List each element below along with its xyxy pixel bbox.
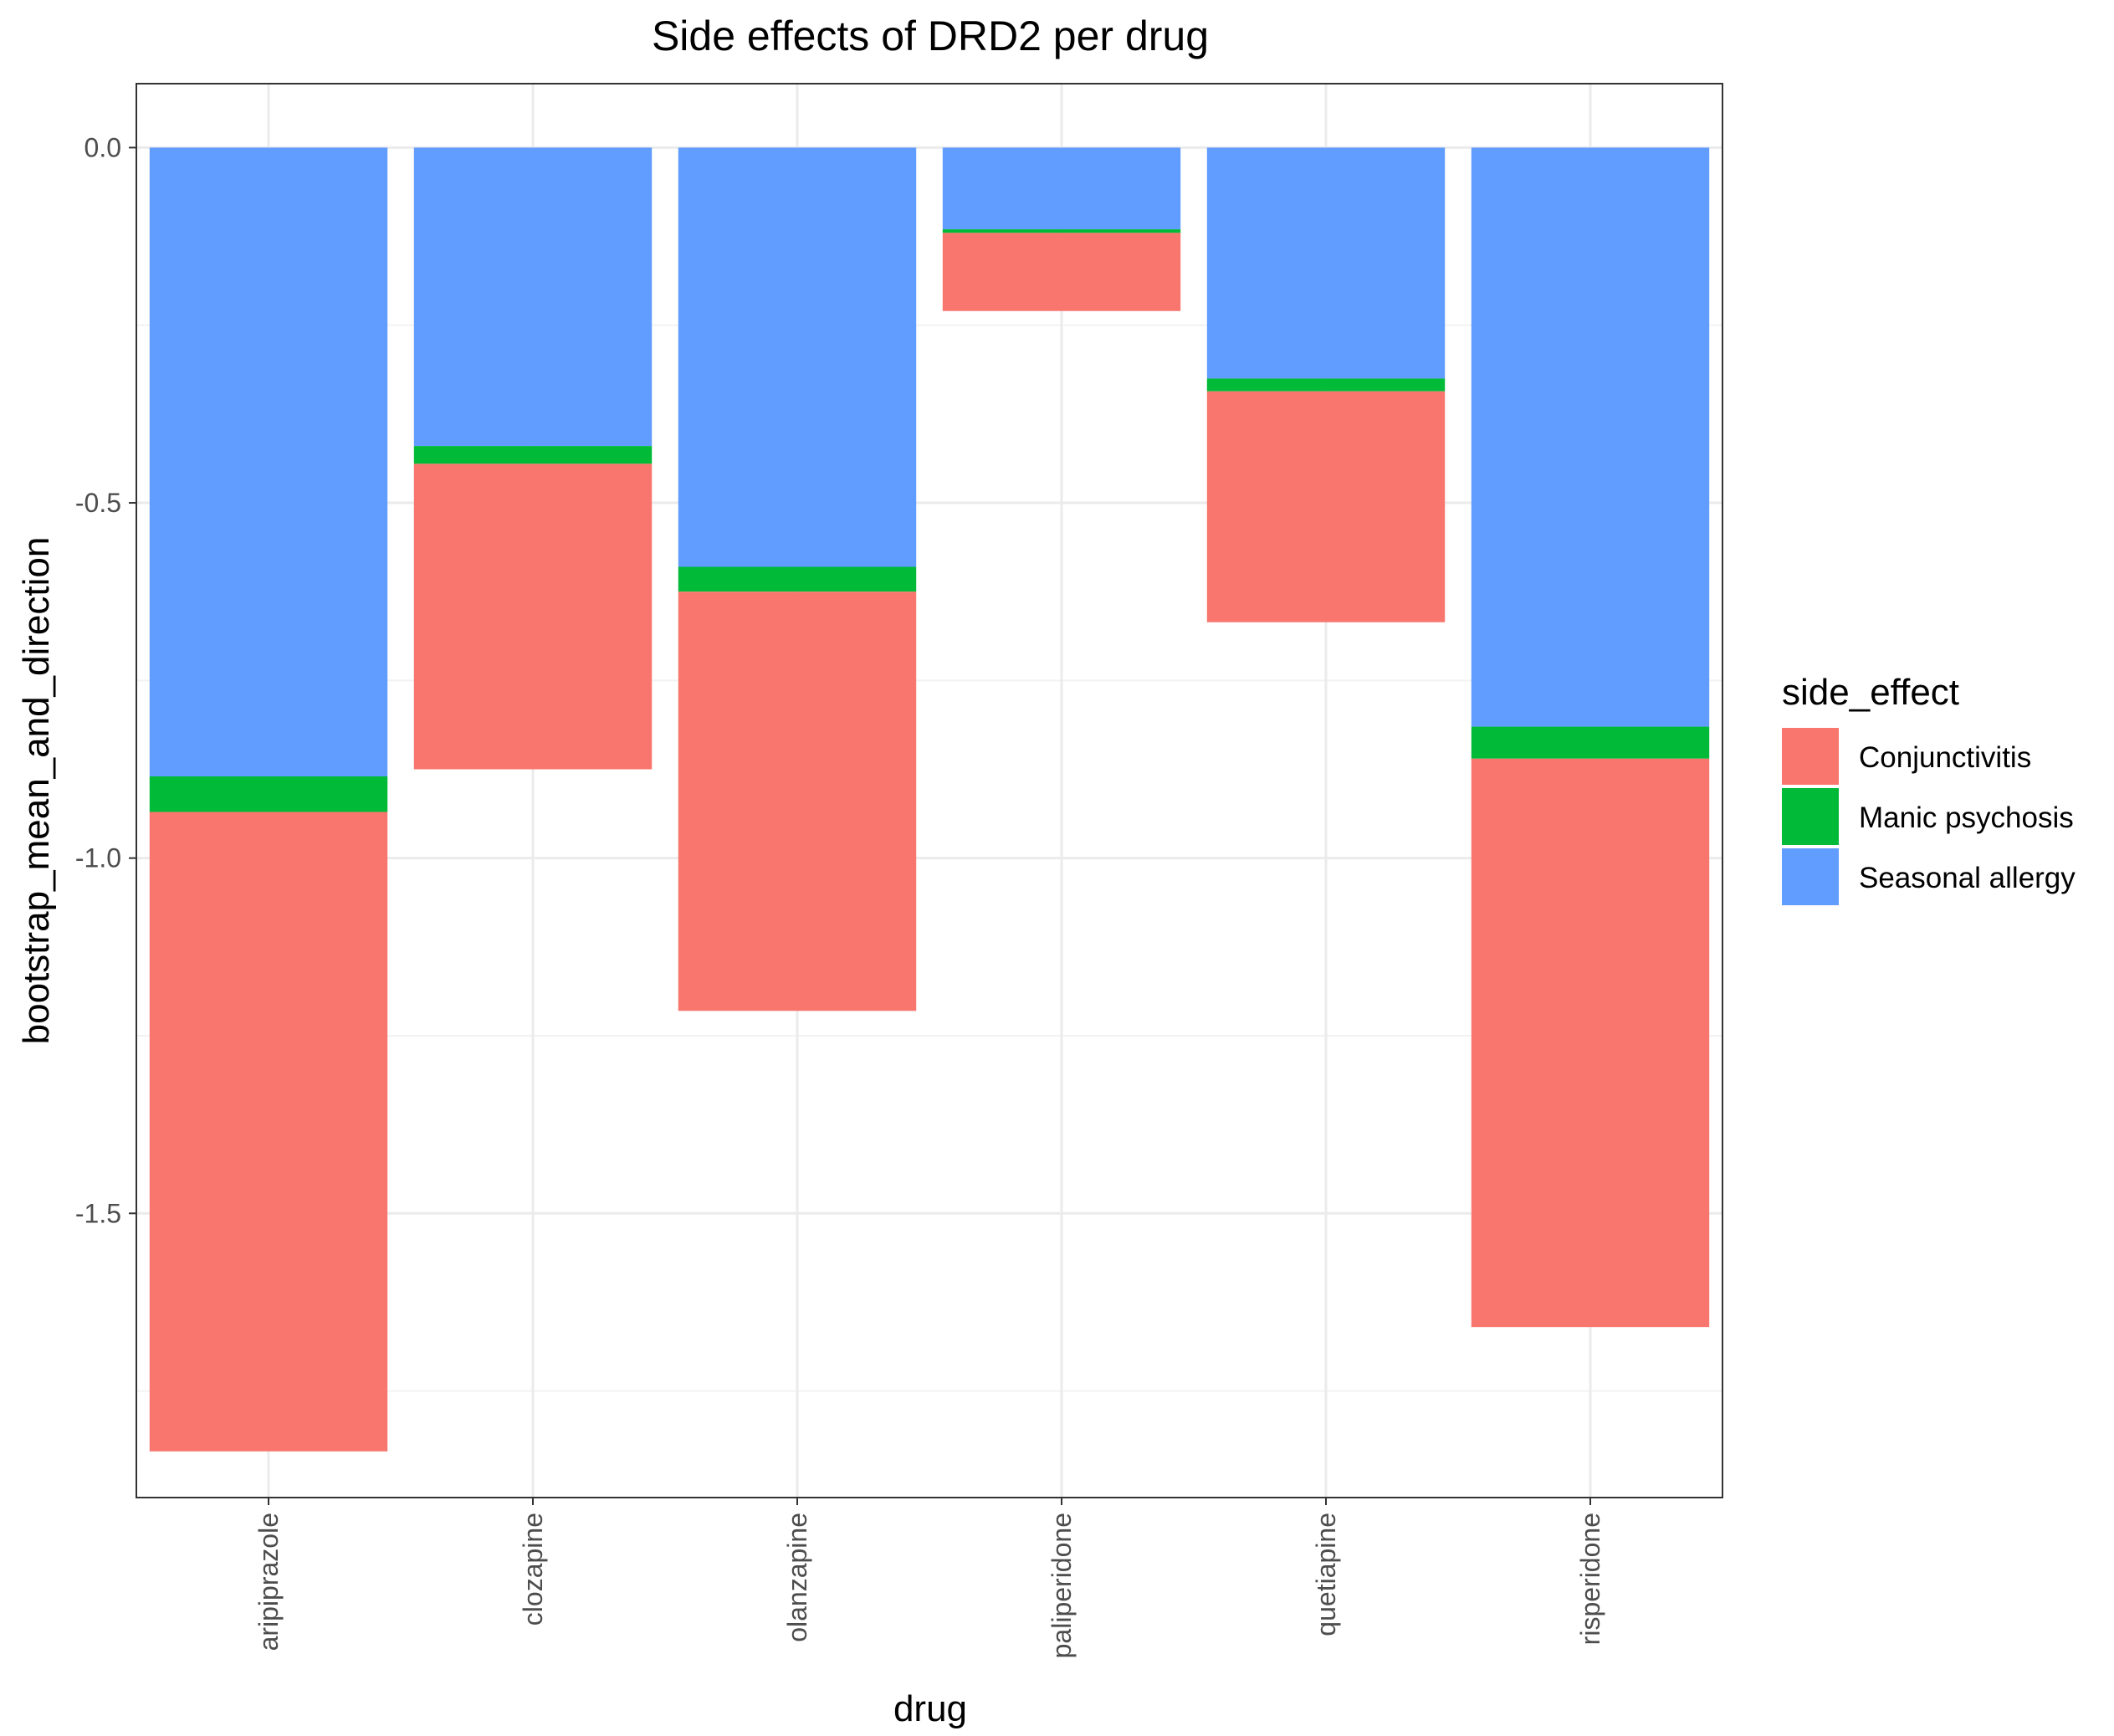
bar-olanzapine-manic-psychosis	[678, 566, 917, 592]
legend-key	[1782, 788, 1839, 845]
y-tick-label: -1.0	[75, 843, 121, 873]
x-tick-label: quetiapine	[1311, 1513, 1341, 1636]
legend-key	[1782, 728, 1839, 785]
bar-clozapine-conjunctivitis	[413, 463, 653, 770]
x-tick-label: aripiprazole	[253, 1513, 284, 1651]
bar-quetiapine-seasonal-allergy	[1206, 147, 1446, 379]
bar-paliperidone-conjunctivitis	[942, 233, 1181, 311]
legend-label: Conjunctivitis	[1859, 741, 2031, 774]
bar-olanzapine-conjunctivitis	[678, 591, 917, 1011]
bar-quetiapine-conjunctivitis	[1206, 391, 1446, 622]
x-tick-label: risperidone	[1575, 1513, 1605, 1645]
bar-risperidone-seasonal-allergy	[1471, 147, 1710, 727]
x-axis-title: drug	[893, 1688, 967, 1729]
y-tick-label: -1.5	[75, 1198, 121, 1228]
legend-label: Seasonal allergy	[1859, 862, 2076, 894]
bar-paliperidone-manic-psychosis	[942, 229, 1181, 233]
bar-aripiprazole-seasonal-allergy	[149, 147, 388, 777]
x-tick-label: paliperidone	[1047, 1513, 1077, 1658]
bar-clozapine-manic-psychosis	[413, 446, 653, 464]
plot-panel	[136, 83, 1723, 1498]
y-axis-title: bootstrap_mean_and_direction	[16, 537, 57, 1045]
legend: side_effect Conjunctivitis Manic psychosi…	[1782, 672, 2076, 905]
bar-quetiapine-manic-psychosis	[1206, 378, 1446, 392]
chart-title: Side effects of DRD2 per drug	[652, 13, 1209, 59]
legend-title: side_effect	[1782, 672, 1959, 713]
bar-clozapine-seasonal-allergy	[413, 147, 653, 447]
bar-olanzapine-seasonal-allergy	[678, 147, 917, 567]
x-axis: aripiprazole clozapine olanzapine paliperid…	[253, 1498, 1605, 1658]
x-tick-label: clozapine	[518, 1513, 548, 1626]
bars	[149, 147, 1710, 1452]
bar-aripiprazole-conjunctivitis	[149, 812, 388, 1452]
legend-label: Manic psychosis	[1859, 801, 2074, 834]
panel-border	[136, 83, 1723, 1498]
y-tick-label: -0.5	[75, 488, 121, 518]
panel-background	[136, 84, 1722, 1498]
bar-paliperidone-seasonal-allergy	[942, 147, 1181, 230]
y-tick-label: 0.0	[84, 132, 121, 162]
legend-key	[1782, 848, 1839, 905]
bar-aripiprazole-manic-psychosis	[149, 776, 388, 812]
bar-risperidone-manic-psychosis	[1471, 726, 1710, 759]
y-axis: 0.0 -0.5 -1.0 -1.5	[75, 132, 136, 1228]
bar-risperidone-conjunctivitis	[1471, 758, 1710, 1328]
x-tick-label: olanzapine	[782, 1513, 812, 1642]
